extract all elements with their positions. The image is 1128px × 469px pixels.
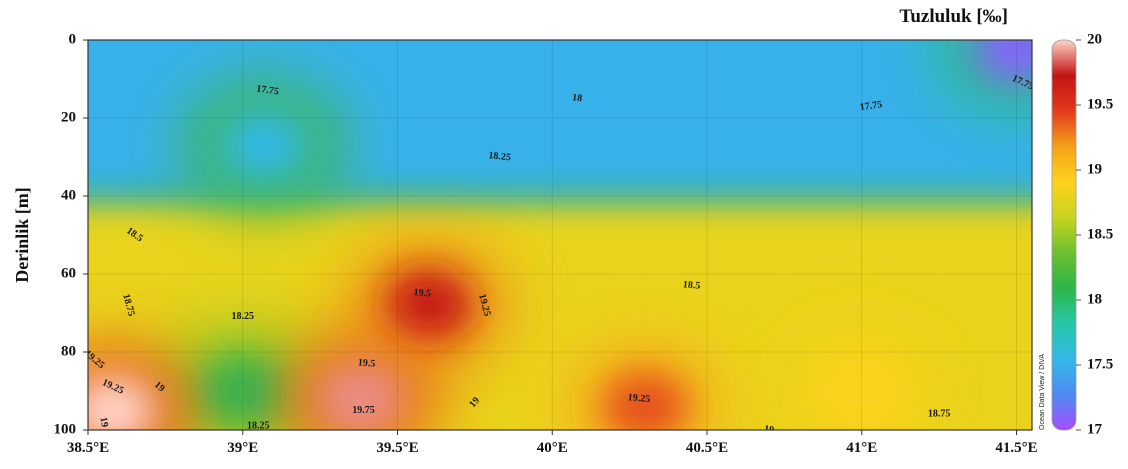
y-tick-label: 20	[61, 109, 76, 125]
x-tick-label: 39°E	[227, 440, 258, 456]
contour-label: 18.5	[682, 279, 700, 291]
contour-label: 19	[763, 424, 775, 437]
colorbar-ramp	[1051, 39, 1077, 431]
contour-label: 18.75	[928, 409, 951, 420]
field-feature-core	[973, 40, 1032, 83]
y-tick-label: 100	[54, 421, 77, 437]
field-feature-core	[818, 355, 906, 427]
grid-lines	[88, 40, 1032, 430]
x-tick-label: 40°E	[537, 440, 568, 456]
colorbar-title: Tuzluluk [‰]	[899, 6, 1008, 27]
x-tick-label: 39.5°E	[376, 440, 418, 456]
colorbar-tick-label: 17	[1087, 421, 1103, 437]
y-tick-label: 80	[61, 343, 76, 359]
contour-label: 19	[97, 416, 110, 428]
y-axis-title: Derinlik [m]	[12, 187, 32, 282]
x-tick-label: 38.5°E	[67, 440, 109, 456]
colorbar-tick-label: 18.5	[1087, 226, 1113, 242]
field-feature-core	[601, 371, 689, 430]
colorbar-tick-label: 19	[1087, 161, 1102, 177]
y-axis-ticks: 0 20 40 60 80 100	[54, 31, 88, 437]
contour-label: 17.75	[256, 83, 280, 97]
field-feature-core	[221, 110, 308, 181]
contour-label: 18.25	[488, 150, 512, 163]
contour-label: 18	[571, 92, 582, 104]
y-tick-label: 60	[61, 265, 76, 281]
x-axis-ticks: 38.5°E 39°E 39.5°E 40°E 40.5°E 41°E 41.5°E	[67, 430, 1038, 456]
x-tick-label: 40.5°E	[686, 440, 728, 456]
y-tick-label: 40	[61, 187, 76, 203]
colorbar-ticks: 17 17.5 18 18.5 19 19.5 20	[1076, 31, 1113, 437]
contour-label: 18.25	[232, 311, 255, 322]
plot-frame	[87, 39, 1033, 431]
field-feature-core	[385, 270, 472, 341]
watermark-text: Ocean Data View / DIVA	[1039, 354, 1046, 430]
contour-label: 18.25	[247, 420, 270, 431]
contour-label: 19.5	[357, 357, 375, 369]
field-feature-core	[317, 363, 404, 430]
colorbar-tick-label: 19.5	[1087, 96, 1113, 112]
colorbar-tick-label: 20	[1087, 31, 1102, 47]
contour-label: 19.75	[352, 405, 375, 416]
colorbar: 17 17.5 18 18.5 19 19.5 20	[1051, 31, 1113, 437]
y-tick-label: 0	[69, 31, 77, 47]
contour-label: 17.75	[859, 99, 883, 113]
contour-label: 19.5	[413, 287, 431, 299]
contour-label: 19.25	[627, 392, 650, 405]
colorbar-tick-label: 17.5	[1087, 356, 1113, 372]
field-feature-core	[88, 375, 157, 430]
x-tick-label: 41°E	[846, 440, 877, 456]
field-feature-core	[199, 355, 287, 427]
salinity-field	[88, 40, 1032, 430]
colorbar-tick-label: 18	[1087, 291, 1102, 307]
x-tick-label: 41.5°E	[995, 440, 1037, 456]
